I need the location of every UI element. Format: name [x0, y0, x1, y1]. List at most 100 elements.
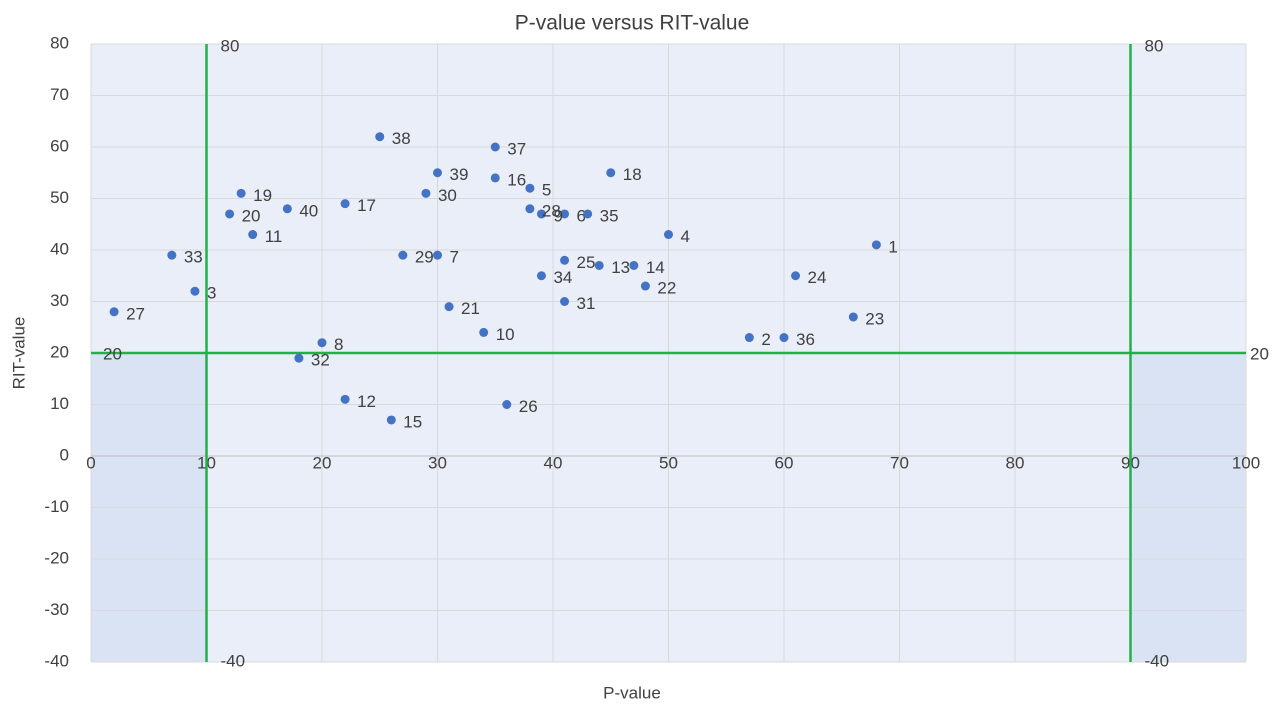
point — [421, 188, 431, 198]
point — [871, 240, 881, 250]
x-tick-label: 60 — [775, 453, 794, 472]
x-tick-label: 100 — [1232, 453, 1260, 472]
point-label: 15 — [403, 412, 422, 431]
y-tick-label: -10 — [44, 497, 69, 516]
point — [190, 286, 200, 296]
point — [167, 250, 177, 260]
point-label: 30 — [438, 186, 457, 205]
point — [317, 338, 327, 348]
point-label: 39 — [450, 165, 469, 184]
point — [629, 260, 639, 270]
point-label: 22 — [657, 279, 676, 298]
reference-label: 20 — [1250, 344, 1269, 363]
point-label: 23 — [865, 309, 884, 328]
point — [236, 188, 246, 198]
point — [525, 183, 535, 193]
point-label: 38 — [392, 129, 411, 148]
point — [560, 209, 570, 219]
point — [560, 255, 570, 265]
point — [502, 400, 512, 409]
point — [664, 230, 673, 240]
point — [536, 271, 546, 281]
y-tick-label: -40 — [44, 651, 69, 670]
point-label: 10 — [496, 325, 515, 344]
reference-label: -40 — [221, 651, 246, 670]
reference-label: 80 — [1145, 36, 1164, 55]
point-label: 31 — [577, 294, 596, 313]
point-label: 40 — [299, 201, 318, 220]
point-label: 18 — [623, 165, 642, 184]
x-tick-label: 20 — [313, 453, 332, 472]
point-label: 37 — [507, 139, 526, 158]
y-tick-label: 70 — [50, 85, 69, 104]
point — [433, 168, 442, 178]
point — [560, 297, 570, 306]
y-tick-label: 0 — [60, 445, 69, 464]
reference-label: 20 — [103, 344, 122, 363]
y-tick-label: 10 — [50, 394, 69, 413]
point — [248, 230, 258, 240]
point — [606, 168, 616, 178]
point — [433, 250, 442, 260]
point — [525, 204, 535, 214]
y-axis-label: RIT-value — [9, 317, 28, 390]
point — [375, 132, 385, 142]
point — [791, 271, 801, 281]
point — [340, 394, 350, 404]
y-tick-label: -30 — [44, 600, 69, 619]
y-tick-label: 60 — [50, 136, 69, 155]
x-tick-label: 50 — [659, 453, 678, 472]
x-tick-label: 80 — [1006, 453, 1025, 472]
point — [225, 209, 235, 219]
x-tick-label: 30 — [428, 453, 447, 472]
point-label: 11 — [265, 227, 283, 246]
point-label: 24 — [808, 268, 827, 287]
point — [340, 199, 350, 209]
point-label: 9 — [553, 206, 562, 225]
point-label: 1 — [888, 237, 897, 256]
point-label: 29 — [415, 248, 434, 267]
point-label: 36 — [796, 330, 815, 349]
chart-title: P-value versus RIT-value — [515, 12, 750, 35]
y-tick-label: -20 — [44, 548, 69, 567]
point-label: 35 — [600, 206, 619, 225]
x-tick-label: 0 — [86, 453, 95, 472]
point-label: 4 — [681, 227, 690, 246]
point-label: 17 — [357, 196, 376, 215]
point — [848, 312, 858, 322]
y-tick-label: 30 — [50, 291, 69, 310]
point-label: 3 — [207, 284, 216, 303]
y-tick-label: 40 — [50, 239, 69, 258]
y-tick-label: 80 — [50, 33, 69, 52]
point-label: 5 — [542, 181, 551, 200]
point — [640, 281, 650, 291]
point — [109, 307, 119, 317]
point-label: 14 — [646, 258, 665, 277]
point — [398, 250, 408, 260]
point-label: 21 — [461, 299, 480, 318]
x-axis-label: P-value — [603, 683, 661, 702]
point-label: 20 — [242, 206, 261, 225]
point-label: 26 — [519, 397, 538, 416]
point-label: 27 — [126, 304, 145, 323]
point-label: 8 — [334, 335, 343, 354]
point — [490, 173, 500, 183]
point — [444, 302, 454, 312]
point-label: 16 — [507, 170, 526, 189]
point-label: 32 — [311, 351, 330, 370]
point-label: 34 — [553, 268, 572, 287]
point — [594, 260, 604, 270]
point — [536, 209, 546, 219]
point — [744, 333, 754, 343]
point-label: 7 — [450, 248, 459, 267]
x-tick-label: 70 — [890, 453, 909, 472]
point-label: 13 — [611, 258, 630, 277]
point-label: 25 — [577, 253, 596, 272]
point — [490, 142, 500, 152]
y-tick-label: 20 — [50, 342, 69, 361]
point — [583, 209, 593, 219]
point-label: 28 — [542, 201, 561, 220]
point — [294, 353, 304, 363]
point-label: 2 — [761, 330, 770, 349]
